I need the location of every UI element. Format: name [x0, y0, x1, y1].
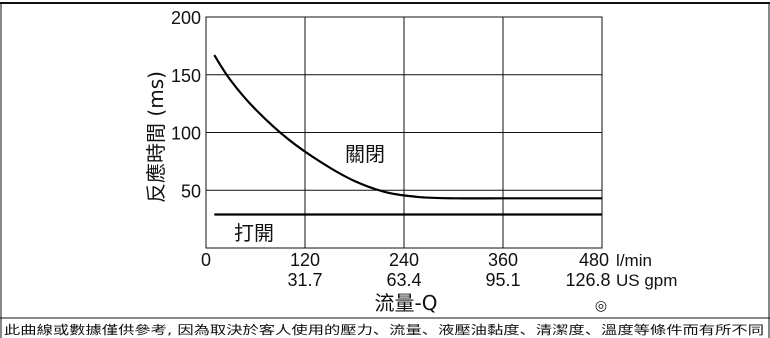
x-axis-label: 流量-Q: [375, 291, 438, 315]
x-tick-label-gpm: 95.1: [485, 270, 520, 290]
y-axis-label: 反應時間 (ms): [144, 71, 168, 203]
y-tick-label: 200: [171, 8, 201, 28]
bullseye-symbol: ◎: [595, 298, 607, 314]
footnote-text: 此曲線或數據僅供參考, 因為取決於客人使用的壓力、流量、液壓油黏度、清潔度、溫度…: [4, 322, 764, 337]
x-tick-label-lmin: 0: [201, 250, 211, 270]
series-label-open: 打開: [234, 221, 274, 245]
x-tick-label-lmin: 360: [488, 250, 518, 270]
grid: [205, 16, 603, 249]
x-tick-label-lmin: 240: [389, 250, 419, 270]
x-unit-gpm: US gpm: [616, 271, 677, 290]
series-line-close: [213, 54, 603, 200]
x-tick-label-lmin: 120: [290, 250, 320, 270]
x-tick-label-gpm: 63.4: [386, 270, 421, 290]
series-label-close: 關閉: [345, 142, 385, 166]
y-tick-label: 150: [171, 66, 201, 86]
x-tick-label-gpm: 31.7: [287, 270, 322, 290]
x-unit-lmin: l/min: [616, 251, 652, 270]
y-tick-label: 50: [181, 181, 201, 201]
y-tick-label: 100: [171, 124, 201, 144]
axis-ticks: 200 150 100 50 0 120 240 360 480 31.7 63.4 95.1 126.…: [171, 8, 611, 290]
x-tick-label-lmin: 480: [579, 250, 609, 270]
series-lines: [213, 54, 603, 216]
x-tick-label-gpm: 126.8: [565, 270, 610, 290]
